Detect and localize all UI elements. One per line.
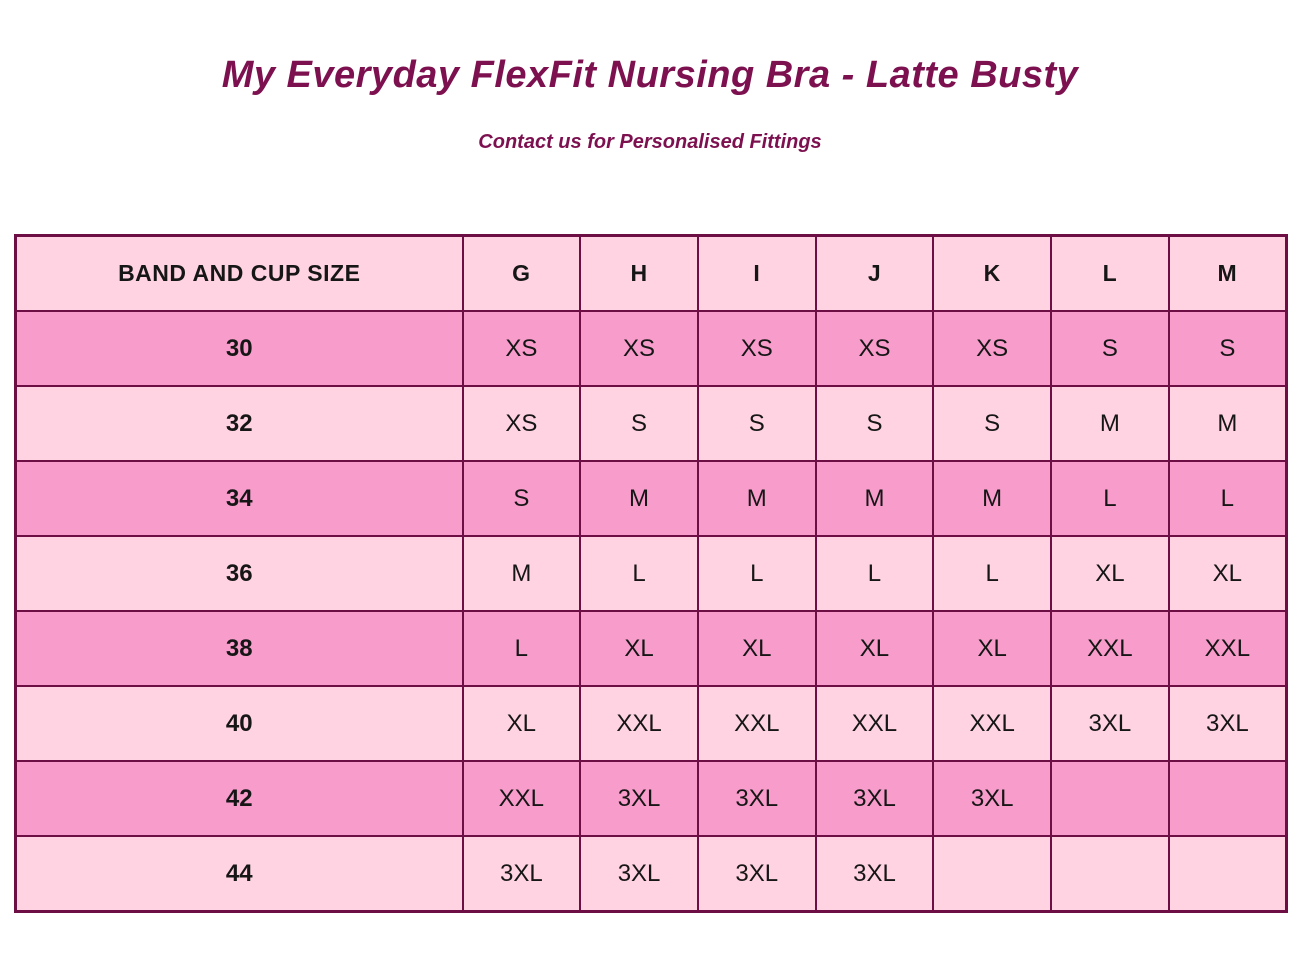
size-cell: 3XL xyxy=(461,835,582,913)
size-cell: 3XL xyxy=(696,835,817,913)
page-title: My Everyday FlexFit Nursing Bra - Latte … xyxy=(221,54,1079,96)
size-cell: XXL xyxy=(932,685,1053,762)
size-cell: XL xyxy=(1167,535,1288,612)
size-cell: XS xyxy=(696,310,817,387)
size-cell: L xyxy=(1167,460,1288,537)
size-cell: XXL xyxy=(1167,610,1288,687)
size-cell: 3XL xyxy=(1167,685,1288,762)
table-row: 32 XS S S S S M M xyxy=(14,385,1288,462)
table-row: 34 S M M M M L L xyxy=(14,460,1288,537)
size-cell: L xyxy=(461,610,582,687)
column-header-cup: H xyxy=(579,234,699,312)
size-cell: M xyxy=(814,460,935,537)
size-cell: L xyxy=(696,535,817,612)
size-cell: S xyxy=(696,385,817,462)
column-header-cup: K xyxy=(932,234,1053,312)
size-cell: XXL xyxy=(814,685,935,762)
size-cell: XL xyxy=(1050,535,1170,612)
column-header-cup: I xyxy=(696,234,817,312)
size-cell: M xyxy=(1050,385,1170,462)
size-cell: XXL xyxy=(579,685,699,762)
size-table-body: 30 XS XS XS XS XS S S 32 XS S S S S M M 34 S M M M M L L 36 M L L L L… xyxy=(14,310,1288,913)
size-cell: M xyxy=(696,460,817,537)
size-cell: 3XL xyxy=(932,760,1053,837)
size-cell: XL xyxy=(932,610,1053,687)
size-cell: XS xyxy=(579,310,699,387)
page-subtitle: Contact us for Personalised Fittings xyxy=(478,131,822,153)
band-cell: 40 xyxy=(14,685,464,762)
size-cell: 3XL xyxy=(814,835,935,913)
size-cell: XS xyxy=(461,310,582,387)
table-row: 40 XL XXL XXL XXL XXL 3XL 3XL xyxy=(14,685,1288,762)
band-cell: 34 xyxy=(14,460,464,537)
size-cell: M xyxy=(932,460,1053,537)
size-cell: XXL xyxy=(461,760,582,837)
table-row: 30 XS XS XS XS XS S S xyxy=(14,310,1288,387)
table-row: 44 3XL 3XL 3XL 3XL xyxy=(14,835,1288,913)
column-header-cup: L xyxy=(1050,234,1170,312)
column-header-cup: J xyxy=(814,234,935,312)
size-cell: 3XL xyxy=(579,760,699,837)
size-cell: 3XL xyxy=(1050,685,1170,762)
size-cell: XS xyxy=(461,385,582,462)
size-cell: S xyxy=(461,460,582,537)
size-table-head: BAND AND CUP SIZE G H I J K L M xyxy=(14,234,1288,312)
size-cell: M xyxy=(579,460,699,537)
size-cell: S xyxy=(932,385,1053,462)
band-cell: 30 xyxy=(14,310,464,387)
size-cell: S xyxy=(1167,310,1288,387)
band-cell: 42 xyxy=(14,760,464,837)
size-cell: XS xyxy=(932,310,1053,387)
size-cell: L xyxy=(579,535,699,612)
column-header-band: BAND AND CUP SIZE xyxy=(14,234,464,312)
size-cell xyxy=(1167,835,1288,913)
size-cell: L xyxy=(1050,460,1170,537)
band-cell: 36 xyxy=(14,535,464,612)
size-cell xyxy=(1167,760,1288,837)
table-row: 42 XXL 3XL 3XL 3XL 3XL xyxy=(14,760,1288,837)
size-cell: XL xyxy=(696,610,817,687)
table-row: 36 M L L L L XL XL xyxy=(14,535,1288,612)
size-cell xyxy=(1050,760,1170,837)
size-cell: L xyxy=(932,535,1053,612)
band-cell: 38 xyxy=(14,610,464,687)
size-cell: L xyxy=(814,535,935,612)
size-cell: 3XL xyxy=(579,835,699,913)
band-cell: 44 xyxy=(14,835,464,913)
size-cell: S xyxy=(1050,310,1170,387)
size-cell: S xyxy=(814,385,935,462)
size-cell: S xyxy=(579,385,699,462)
table-row: 38 L XL XL XL XL XXL XXL xyxy=(14,610,1288,687)
size-cell: 3XL xyxy=(814,760,935,837)
column-header-cup: G xyxy=(461,234,582,312)
size-cell: 3XL xyxy=(696,760,817,837)
size-cell: M xyxy=(1167,385,1288,462)
size-cell: XL xyxy=(814,610,935,687)
column-header-cup: M xyxy=(1167,234,1288,312)
size-cell: M xyxy=(461,535,582,612)
size-cell: XXL xyxy=(1050,610,1170,687)
size-cell: XL xyxy=(461,685,582,762)
size-cell xyxy=(932,835,1053,913)
size-cell: XL xyxy=(579,610,699,687)
band-cell: 32 xyxy=(14,385,464,462)
table-header-row: BAND AND CUP SIZE G H I J K L M xyxy=(14,234,1288,312)
size-cell xyxy=(1050,835,1170,913)
size-cell: XXL xyxy=(696,685,817,762)
size-cell: XS xyxy=(814,310,935,387)
size-table: BAND AND CUP SIZE G H I J K L M 30 XS XS XS XS XS S S 3… xyxy=(14,234,1288,913)
